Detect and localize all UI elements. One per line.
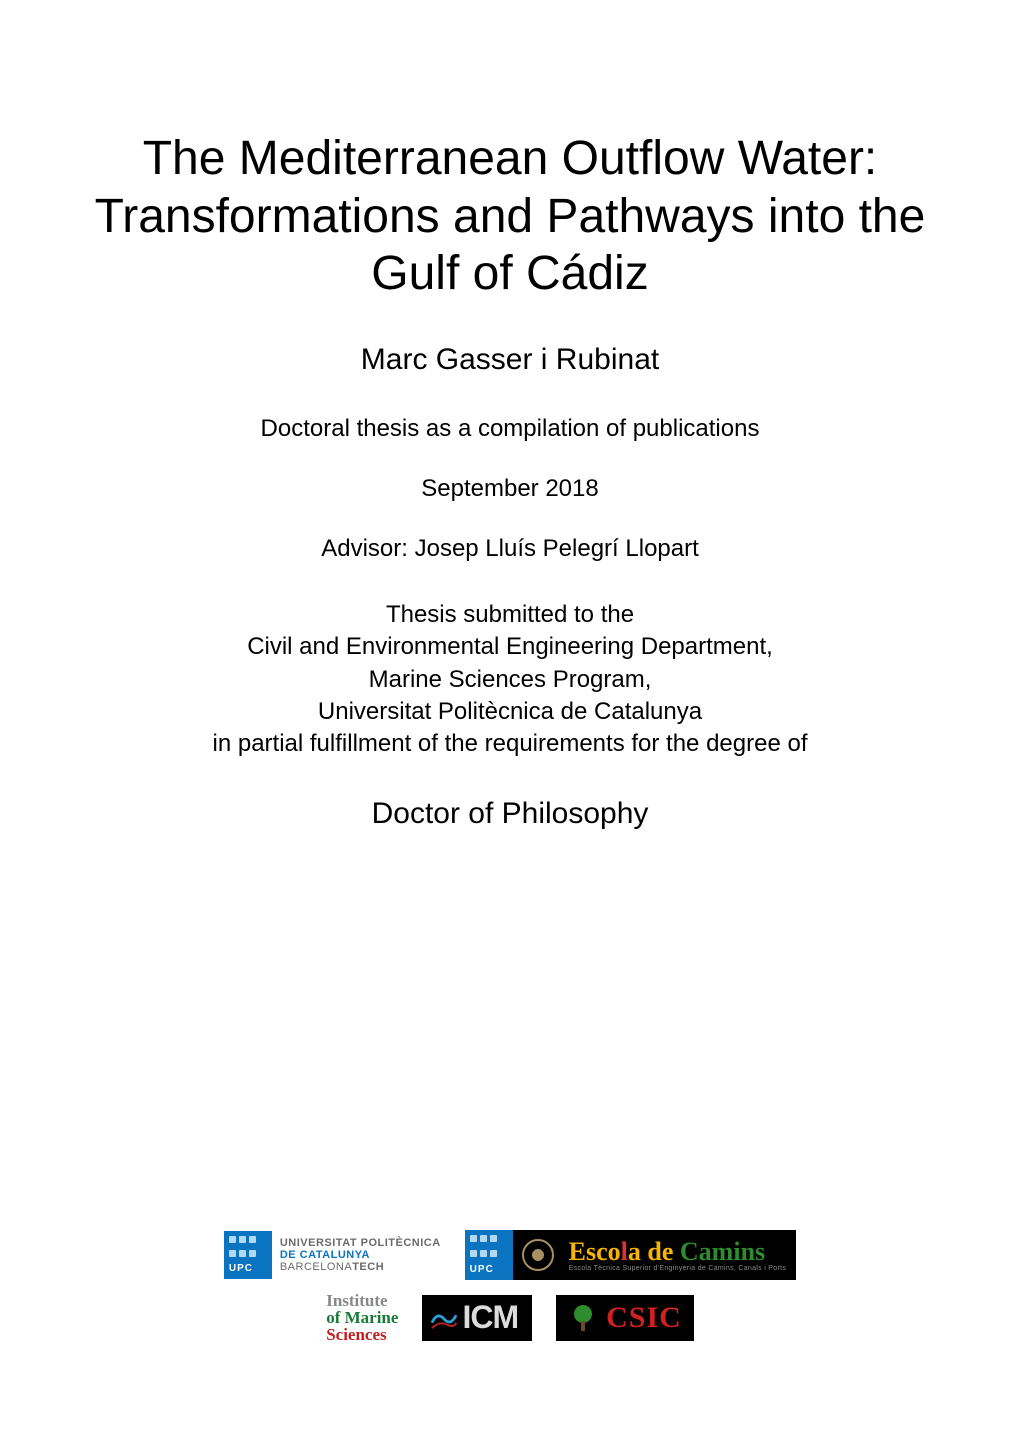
thesis-title: The Mediterranean Outflow Water: Transfo… bbox=[80, 130, 940, 303]
upc-text-line1: UNIVERSITAT POLITÈCNICA bbox=[280, 1237, 441, 1249]
submission-line: Civil and Environmental Engineering Depa… bbox=[80, 631, 940, 663]
camins-sub-text: Escola Tècnica Superior d'Enginyeria de … bbox=[569, 1265, 786, 1272]
submission-line: Marine Sciences Program, bbox=[80, 664, 940, 696]
csic-tree-icon bbox=[568, 1303, 598, 1333]
camins-upc-square-icon: UPC bbox=[465, 1230, 513, 1280]
thesis-subtitle: Doctoral thesis as a compilation of publ… bbox=[80, 415, 940, 443]
camins-upc-label: UPC bbox=[470, 1264, 508, 1275]
camins-text-block: Escola de Camins Escola Tècnica Superior… bbox=[563, 1230, 796, 1280]
ims-line1: Institute bbox=[326, 1292, 398, 1309]
upc-text-block: UNIVERSITAT POLITÈCNICA DE CATALUNYA BAR… bbox=[280, 1237, 441, 1273]
upc-logo: UPC UNIVERSITAT POLITÈCNICA DE CATALUNYA… bbox=[224, 1231, 441, 1279]
upc-square-icon: UPC bbox=[224, 1231, 272, 1279]
camins-crest-icon bbox=[513, 1230, 563, 1280]
submission-block: Thesis submitted to the Civil and Enviro… bbox=[80, 599, 940, 761]
camins-main-text: Escola de Camins bbox=[569, 1239, 786, 1265]
logo-row-1: UPC UNIVERSITAT POLITÈCNICA DE CATALUNYA… bbox=[224, 1230, 796, 1280]
csic-text: CSIC bbox=[606, 1301, 682, 1335]
ims-line3: Sciences bbox=[326, 1326, 398, 1343]
submission-line: Universitat Politècnica de Catalunya bbox=[80, 696, 940, 728]
crest-circle-icon bbox=[522, 1239, 554, 1271]
ims-line2: of Marine bbox=[326, 1309, 398, 1326]
thesis-date: September 2018 bbox=[80, 475, 940, 503]
escola-camins-logo: UPC Escola de Camins Escola Tècnica Supe… bbox=[465, 1230, 796, 1280]
icm-wave-icon bbox=[430, 1303, 458, 1333]
degree-line: Doctor of Philosophy bbox=[80, 797, 940, 831]
author-name: Marc Gasser i Rubinat bbox=[80, 343, 940, 377]
submission-line: Thesis submitted to the bbox=[80, 599, 940, 631]
icm-logo: ICM bbox=[422, 1295, 532, 1341]
advisor-line: Advisor: Josep Lluís Pelegrí Llopart bbox=[80, 535, 940, 563]
icm-text: ICM bbox=[462, 1299, 518, 1336]
csic-logo: CSIC bbox=[556, 1295, 694, 1341]
upc-square-label: UPC bbox=[229, 1263, 267, 1274]
upc-text-line3: BARCELONATECH bbox=[280, 1261, 441, 1273]
ims-logo: Institute of Marine Sciences bbox=[326, 1292, 398, 1343]
logos-area: UPC UNIVERSITAT POLITÈCNICA DE CATALUNYA… bbox=[0, 1230, 1020, 1343]
upc-text-line2: DE CATALUNYA bbox=[280, 1249, 441, 1261]
logo-row-2: Institute of Marine Sciences ICM CSIC bbox=[326, 1292, 694, 1343]
submission-line: in partial fulfillment of the requiremen… bbox=[80, 728, 940, 760]
